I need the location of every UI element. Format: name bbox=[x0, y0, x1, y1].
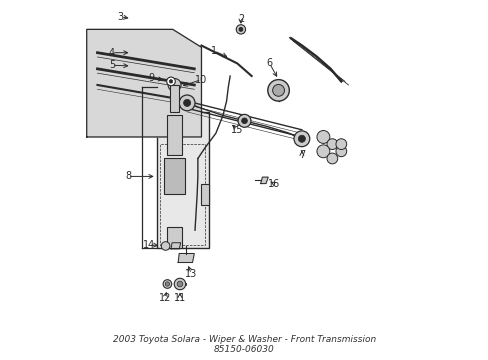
Text: 7: 7 bbox=[298, 150, 305, 160]
Text: 2003 Toyota Solara - Wiper & Washer - Front Transmission
85150-06030: 2003 Toyota Solara - Wiper & Washer - Fr… bbox=[113, 334, 375, 354]
Circle shape bbox=[161, 242, 169, 250]
Circle shape bbox=[335, 146, 346, 157]
Polygon shape bbox=[171, 243, 180, 249]
Text: 14: 14 bbox=[143, 239, 155, 249]
Bar bbox=[156, 112, 208, 248]
Text: 4: 4 bbox=[108, 48, 115, 58]
Circle shape bbox=[241, 118, 247, 124]
Circle shape bbox=[238, 114, 250, 127]
Bar bbox=[201, 184, 208, 205]
Circle shape bbox=[298, 135, 305, 142]
Circle shape bbox=[316, 131, 329, 143]
Text: 9: 9 bbox=[148, 73, 154, 83]
Circle shape bbox=[174, 278, 185, 290]
Circle shape bbox=[272, 85, 284, 96]
Bar bbox=[167, 226, 182, 248]
Bar bbox=[160, 144, 204, 244]
Text: 16: 16 bbox=[267, 179, 280, 189]
Circle shape bbox=[326, 153, 337, 164]
Text: 10: 10 bbox=[195, 75, 207, 85]
Circle shape bbox=[267, 80, 289, 101]
Text: 2: 2 bbox=[237, 14, 244, 24]
Text: 3: 3 bbox=[118, 12, 123, 22]
Text: 8: 8 bbox=[124, 171, 131, 181]
Bar bbox=[163, 158, 185, 194]
Circle shape bbox=[326, 139, 337, 149]
Circle shape bbox=[166, 77, 175, 86]
Circle shape bbox=[169, 80, 172, 83]
Circle shape bbox=[177, 281, 183, 287]
Polygon shape bbox=[260, 177, 267, 184]
Circle shape bbox=[293, 131, 309, 147]
Bar bbox=[170, 85, 179, 112]
Circle shape bbox=[236, 25, 245, 34]
Circle shape bbox=[335, 139, 346, 149]
Circle shape bbox=[165, 282, 169, 286]
Bar bbox=[167, 116, 182, 155]
Circle shape bbox=[183, 99, 190, 107]
Circle shape bbox=[179, 95, 195, 111]
Polygon shape bbox=[86, 30, 201, 137]
Circle shape bbox=[168, 78, 181, 91]
Text: 1: 1 bbox=[210, 46, 217, 56]
Text: 12: 12 bbox=[159, 293, 171, 303]
Text: 13: 13 bbox=[185, 269, 197, 279]
Text: 6: 6 bbox=[266, 58, 272, 68]
Polygon shape bbox=[178, 253, 194, 262]
Text: 5: 5 bbox=[108, 60, 115, 70]
Circle shape bbox=[316, 145, 329, 158]
Text: 15: 15 bbox=[231, 125, 243, 135]
Circle shape bbox=[239, 27, 242, 31]
Text: 11: 11 bbox=[173, 293, 186, 303]
Circle shape bbox=[163, 280, 171, 288]
